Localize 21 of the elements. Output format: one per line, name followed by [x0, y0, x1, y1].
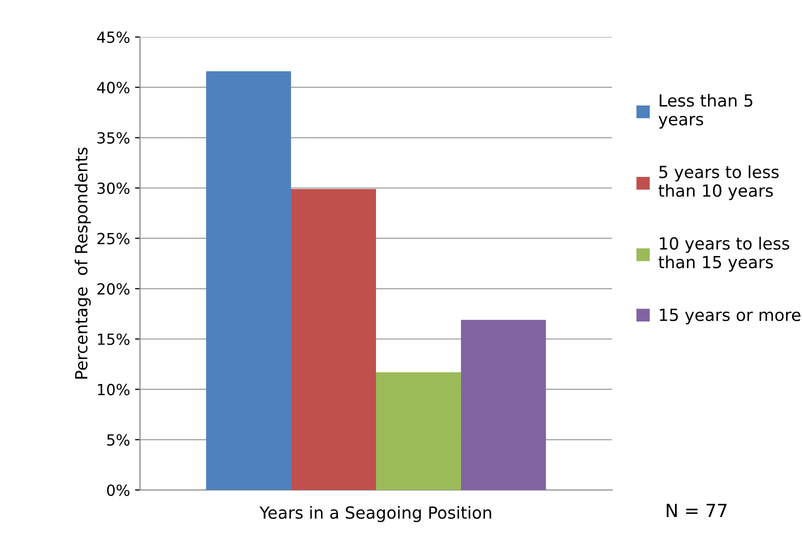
text: N = 77	[666, 504, 727, 517]
y-tick-label: 10%	[98, 384, 130, 396]
x-axis-title: Years in a Seagoing Position	[259, 506, 492, 522]
legend-label: Less than 5 years	[658, 94, 752, 129]
y-tick-label: 30%	[97, 182, 130, 194]
y-tick-label: 35%	[97, 132, 130, 144]
y-tick-label: 5%	[107, 434, 130, 446]
bar	[291, 189, 376, 490]
y-axis-title: Percentage of Respondents	[74, 148, 91, 379]
legend-label: 10 years to less than 15 years	[658, 236, 790, 272]
y-tick-label: 25%	[97, 232, 130, 244]
bar	[376, 372, 461, 490]
y-tick-label: 15%	[98, 333, 130, 346]
bar	[460, 320, 546, 490]
y-tick-label: 40%	[97, 82, 130, 94]
y-tick-label: 20%	[97, 283, 130, 295]
y-tick-label: 0%	[107, 484, 130, 496]
legend-label: 15 years or more	[660, 308, 800, 324]
legend-label: 5 years to less than 10 years	[658, 165, 779, 200]
bar	[206, 71, 292, 490]
y-tick-label: 45%	[97, 31, 130, 44]
